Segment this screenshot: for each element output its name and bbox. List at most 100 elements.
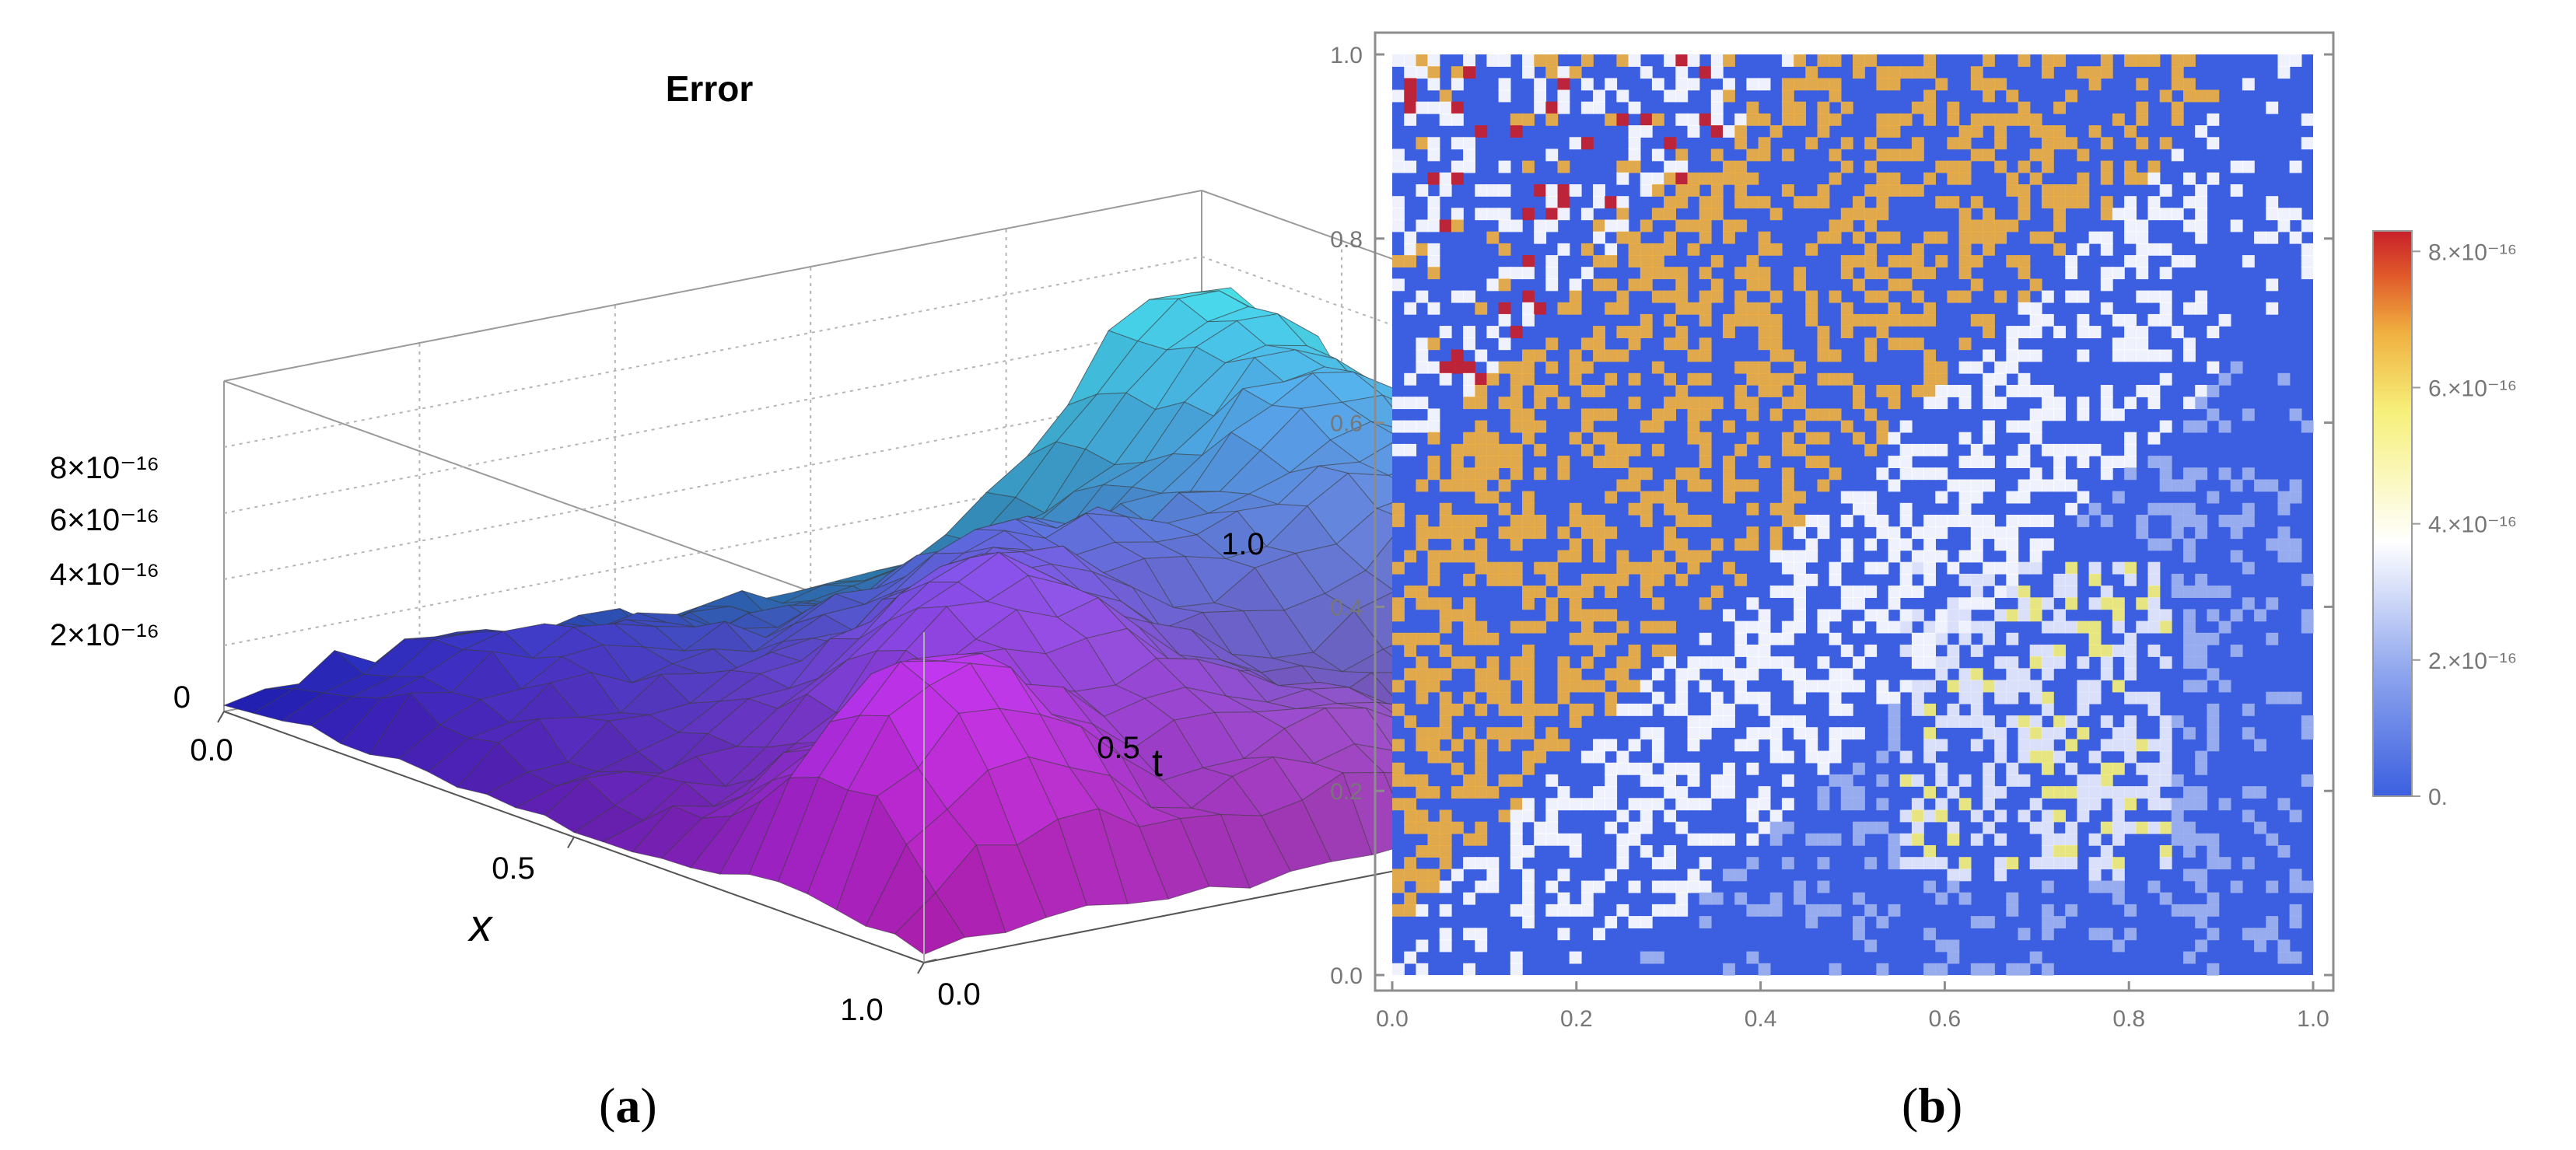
heatmap-cell (1510, 703, 1523, 716)
heatmap-cell (2053, 573, 2066, 586)
heatmap-cell (1628, 397, 1641, 410)
heatmap-cell (1781, 349, 1794, 362)
heatmap-cell (1994, 809, 2007, 823)
heatmap-cell (2088, 502, 2102, 516)
heatmap-cell (1781, 491, 1794, 504)
heatmap-cell (2053, 786, 2066, 799)
heatmap-cell (1888, 715, 1901, 728)
heatmap-cell (2266, 302, 2279, 315)
heatmap-cell (1534, 302, 1547, 315)
heatmap-cell (1911, 645, 1924, 657)
heatmap-cell (1616, 620, 1629, 634)
heatmap-cell (1593, 326, 1605, 338)
heatmap-cell (2053, 326, 2066, 338)
heatmap-cell (1699, 172, 1712, 185)
heatmap-cell (2147, 703, 2161, 716)
heatmap-cell (2147, 585, 2161, 598)
heatmap-cell (1498, 219, 1511, 232)
heatmap-cell (2289, 479, 2302, 492)
heatmap-cell (1404, 550, 1417, 563)
heatmap-cell (1404, 821, 1417, 834)
heatmap-cell (1923, 845, 1936, 858)
surface-patch (894, 892, 966, 955)
heatmap-cell (1439, 880, 1452, 893)
heatmap-cell (1664, 786, 1676, 799)
heatmap-cell (2183, 89, 2196, 103)
heatmap-cell (2077, 456, 2090, 468)
heatmap-cell (1923, 786, 1936, 799)
heatmap-cell (1829, 963, 1842, 976)
heatmap-cell (1463, 727, 1475, 740)
heatmap-cell (1651, 443, 1664, 456)
heatmap-cell (2100, 160, 2113, 173)
heatmap-cell (1640, 467, 1653, 481)
heatmap-cell (1675, 892, 1689, 905)
heatmap-cell (1439, 939, 1452, 953)
heatmap-cell (2053, 750, 2066, 764)
heatmap-cell (1958, 243, 1972, 256)
heatmap-cell (1510, 385, 1523, 397)
heatmap-cell (2207, 727, 2220, 740)
heatmap-cell (1876, 680, 1889, 693)
heatmap-cell (1935, 526, 1948, 540)
heatmap-cell (1439, 219, 1452, 232)
heatmap-cell (1522, 160, 1535, 173)
heatmap-cell (1781, 372, 1794, 386)
heatmap-cell (1616, 231, 1629, 244)
heatmap-cell (1534, 467, 1547, 481)
heatmap-cell (2029, 645, 2042, 657)
heatmap-cell (1651, 208, 1664, 221)
heatmap-cell (1911, 632, 1924, 645)
heatmap-cell (1746, 101, 1759, 114)
heatmap-cell (1640, 184, 1653, 197)
heatmap-cell (1710, 715, 1724, 728)
heatmap-cell (1651, 113, 1664, 126)
heatmap-cell (2053, 54, 2066, 67)
heatmap-cell (2029, 857, 2042, 870)
heatmap-cell (1923, 467, 1936, 481)
heatmap-cell (1864, 561, 1878, 575)
heatmap-cell (1769, 821, 1783, 834)
heatmap-cell (1522, 420, 1535, 433)
heatmap-cell (1439, 904, 1452, 917)
heatmap-cell (1675, 703, 1689, 716)
heatmap-cell (1522, 645, 1535, 657)
heatmap-cell (2088, 833, 2102, 846)
heatmap-cell (1805, 739, 1818, 752)
heatmap-cell (1687, 372, 1700, 386)
heatmap-cell (1392, 774, 1405, 787)
heatmap-cell (1829, 609, 1842, 622)
heatmap-cell (1463, 632, 1475, 645)
heatmap-cell (1817, 904, 1830, 917)
colorbar-tick-label: 2.×10⁻¹⁶ (2428, 648, 2517, 674)
heatmap-cell (1534, 184, 1547, 197)
heatmap-cell (1758, 278, 1771, 292)
heatmap-cell (2136, 385, 2149, 397)
heatmap-cell (1758, 727, 1771, 740)
colorbar-tick-label: 0. (2428, 785, 2448, 810)
heatmap-cell (1486, 326, 1500, 338)
heatmap-cell (1699, 408, 1712, 421)
heatmap-cell (1864, 904, 1878, 917)
heatmap-cell (1616, 302, 1629, 315)
heatmap-cell (2207, 385, 2220, 397)
heatmap-cell (2029, 479, 2042, 492)
heatmap-cell (1404, 904, 1417, 917)
heatmap-cell (1451, 113, 1464, 126)
heatmap-cell (1687, 432, 1700, 445)
heatmap-cell (1923, 443, 1936, 456)
heatmap-cell (1794, 680, 1806, 693)
heatmap-cell (2100, 137, 2113, 150)
heatmap-cell (1899, 149, 1913, 162)
heatmap-cell (2159, 656, 2172, 669)
heatmap-cell (1853, 313, 1865, 327)
heatmap-cell (1746, 668, 1759, 681)
box-edge (223, 322, 1202, 514)
heatmap-cell (1794, 361, 1806, 374)
heatmap-cell (2053, 196, 2066, 209)
x-tick-label: 1.0 (2297, 1006, 2329, 1032)
x-tick-label: 0.0 (1376, 1006, 1409, 1032)
heatmap-cell (2041, 857, 2054, 870)
heatmap-cell (1545, 561, 1559, 575)
heatmap-cell (1829, 774, 1842, 787)
